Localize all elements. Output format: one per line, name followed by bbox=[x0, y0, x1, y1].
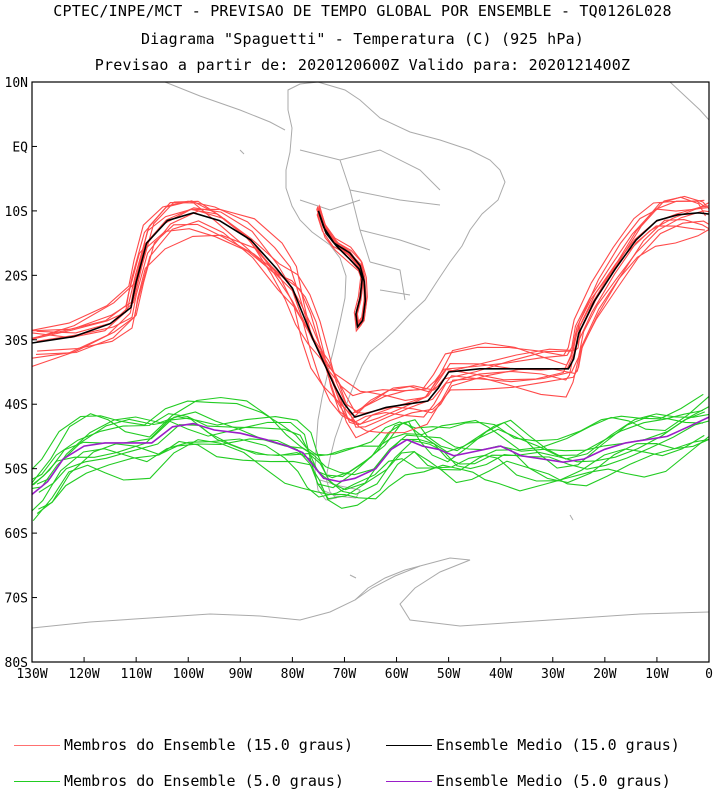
legend-label-members-5: Membros do Ensemble (5.0 graus) bbox=[64, 772, 344, 790]
mean-15-andes-line bbox=[317, 210, 367, 329]
member-5-line bbox=[32, 393, 704, 470]
lon-tick-label: 80W bbox=[281, 667, 305, 682]
contour-lines bbox=[32, 195, 709, 522]
lat-tick-label: 80S bbox=[5, 656, 28, 671]
member-5-line bbox=[36, 438, 709, 514]
legend-label-members-15: Membros do Ensemble (15.0 graus) bbox=[64, 736, 353, 754]
legend-item-members-5: Membros do Ensemble (5.0 graus) bbox=[14, 772, 344, 790]
legend-swatch-mean-5 bbox=[386, 781, 432, 782]
member-5-line bbox=[32, 435, 709, 522]
lon-tick-label: 120W bbox=[68, 667, 99, 682]
lat-tick-label: 10N bbox=[5, 76, 28, 91]
member-15-line bbox=[32, 199, 705, 397]
member-15-line bbox=[36, 210, 709, 428]
member-5-line bbox=[32, 415, 703, 489]
africa-coast bbox=[669, 82, 709, 121]
lon-tick-label: 30W bbox=[541, 667, 565, 682]
south-america-borders bbox=[299, 149, 441, 301]
lat-tick-label: 70S bbox=[5, 592, 28, 607]
member-15-line bbox=[32, 201, 709, 401]
member-15-andes-line bbox=[318, 204, 367, 325]
lon-tick-label: 0 bbox=[705, 667, 713, 682]
member-15-line bbox=[32, 225, 705, 424]
lon-tick-label: 50W bbox=[437, 667, 461, 682]
mean-5-line bbox=[32, 416, 709, 496]
member-15-line bbox=[32, 196, 706, 421]
lat-tick-label: 60S bbox=[5, 527, 28, 542]
chart-title-line2: Diagrama "Spaguetti" - Temperatura (C) (… bbox=[140, 30, 585, 48]
lon-tick-label: 130W bbox=[16, 667, 47, 682]
lat-tick-label: 40S bbox=[5, 398, 28, 413]
lon-tick-label: 60W bbox=[385, 667, 409, 682]
mean-15-line bbox=[32, 211, 709, 419]
lat-tick-label: 50S bbox=[5, 463, 28, 478]
central-america-coast bbox=[164, 82, 286, 131]
lon-tick-label: 10W bbox=[645, 667, 669, 682]
lon-tick-label: 40W bbox=[489, 667, 513, 682]
plot-frame bbox=[31, 81, 710, 663]
member-15-line bbox=[36, 195, 709, 413]
member-15-line bbox=[32, 228, 709, 434]
legend-swatch-members-15 bbox=[14, 745, 60, 746]
lat-tick-label: EQ bbox=[12, 140, 28, 155]
lon-tick-label: 100W bbox=[173, 667, 204, 682]
lon-tick-label: 90W bbox=[229, 667, 253, 682]
lat-tick-label: 20S bbox=[5, 269, 28, 284]
member-15-line bbox=[35, 219, 709, 426]
islands bbox=[239, 149, 574, 579]
legend-swatch-members-5 bbox=[14, 781, 60, 782]
member-5-line bbox=[32, 434, 705, 512]
longitude-axis: 130W 120W 110W 100W 90W 80W 70W 60W 50W 40W 30W 20W… bbox=[16, 657, 713, 682]
legend-item-mean-5: Ensemble Medio (5.0 graus) bbox=[386, 772, 671, 790]
legend-swatch-mean-15 bbox=[386, 745, 432, 746]
legend-label-mean-15: Ensemble Medio (15.0 graus) bbox=[436, 736, 680, 754]
lat-tick-label: 30S bbox=[5, 334, 28, 349]
chart-title-line3: Previsao a partir de: 2020120600Z Valido… bbox=[94, 56, 631, 74]
antarctic-peninsula bbox=[354, 565, 421, 601]
spaghetti-map: 10N EQ 10S 20S 30S 40S 50S 60S 70S 80S 130W 120W 11… bbox=[5, 76, 713, 682]
legend-item-mean-15: Ensemble Medio (15.0 graus) bbox=[386, 736, 680, 754]
member-5-line bbox=[36, 413, 709, 485]
lon-tick-label: 70W bbox=[333, 667, 357, 682]
member-5-line bbox=[32, 395, 709, 484]
lon-tick-label: 110W bbox=[120, 667, 151, 682]
lat-tick-label: 10S bbox=[5, 205, 28, 220]
member-15-andes-line bbox=[316, 212, 365, 333]
chart-title-line1: CPTEC/INPE/MCT - PREVISAO DE TEMPO GLOBA… bbox=[53, 2, 672, 20]
south-america-coast bbox=[285, 82, 506, 501]
legend-item-members-15: Membros do Ensemble (15.0 graus) bbox=[14, 736, 353, 754]
antarctica-coast bbox=[32, 557, 709, 629]
legend-label-mean-5: Ensemble Medio (5.0 graus) bbox=[436, 772, 671, 790]
lon-tick-label: 20W bbox=[593, 667, 617, 682]
member-5-line bbox=[38, 438, 709, 510]
coastline-layer bbox=[32, 82, 709, 629]
member-5-line bbox=[38, 420, 709, 495]
latitude-axis: 10N EQ 10S 20S 30S 40S 50S 60S 70S 80S bbox=[5, 76, 37, 671]
